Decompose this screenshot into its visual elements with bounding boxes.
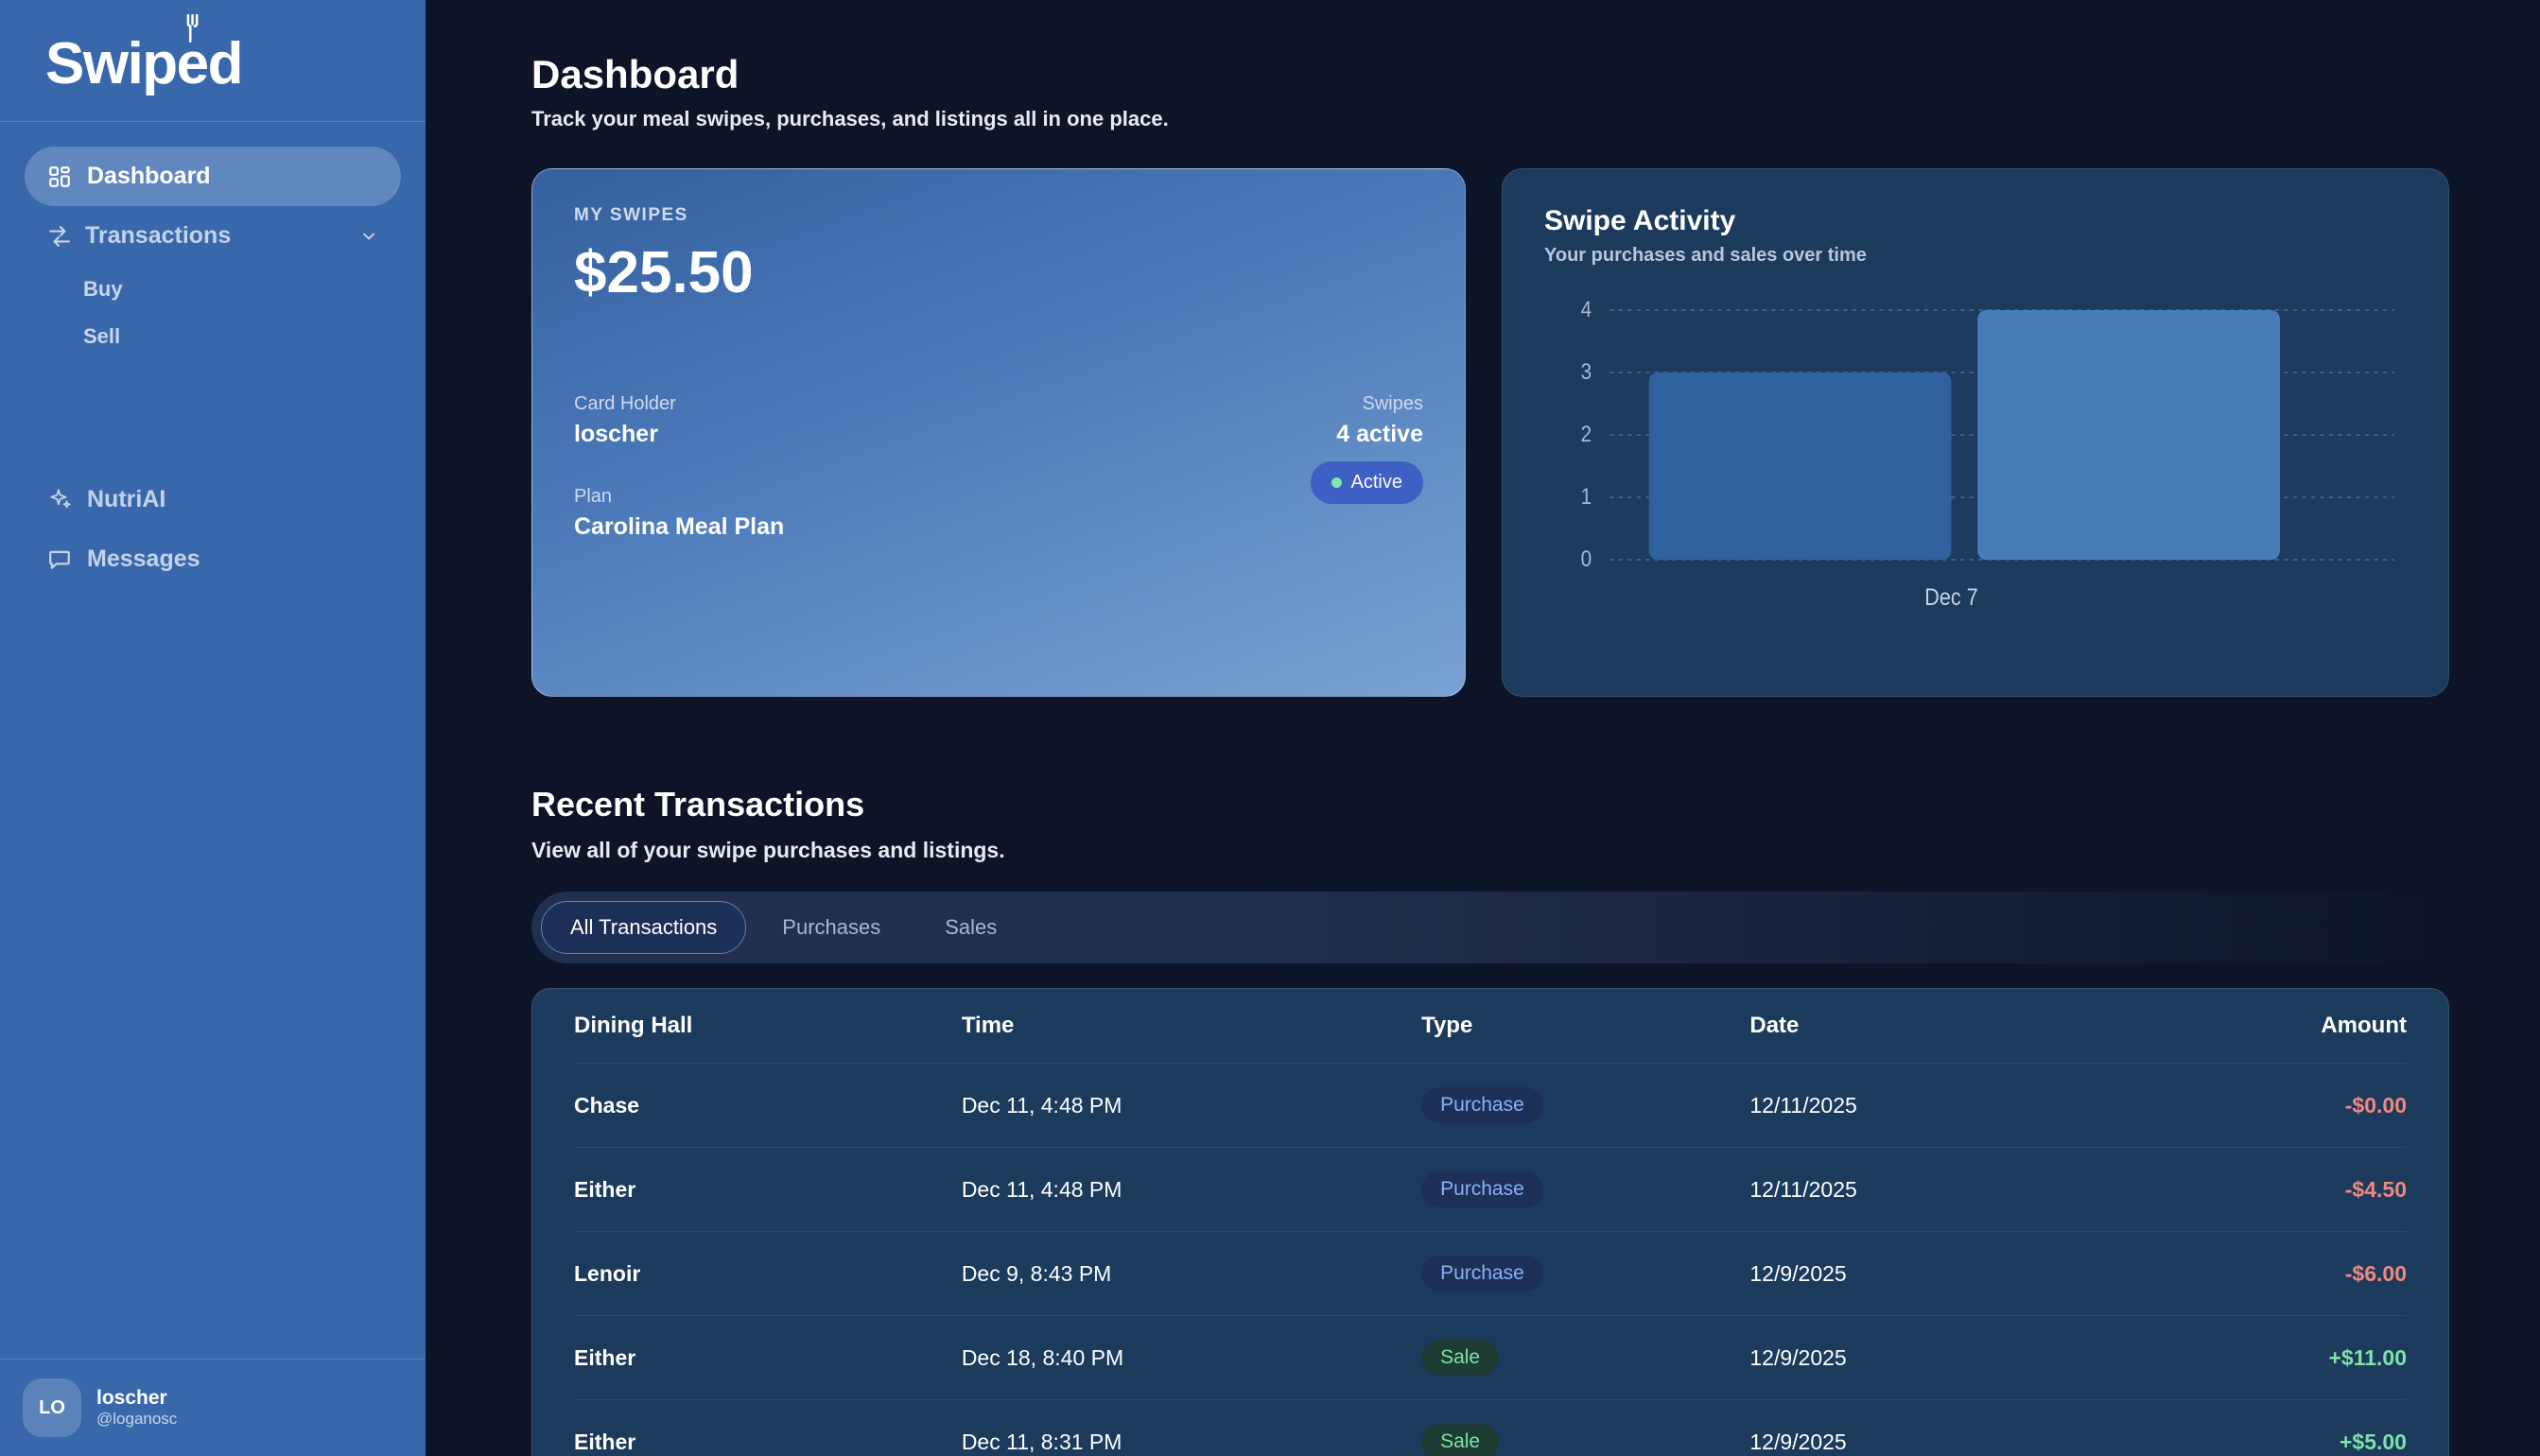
- svg-text:3: 3: [1581, 359, 1592, 385]
- svg-text:0: 0: [1581, 546, 1592, 572]
- svg-text:4: 4: [1581, 301, 1592, 321]
- svg-text:1: 1: [1581, 484, 1592, 510]
- svg-text:Dec 7: Dec 7: [1924, 584, 1977, 611]
- svg-text:2: 2: [1581, 422, 1592, 447]
